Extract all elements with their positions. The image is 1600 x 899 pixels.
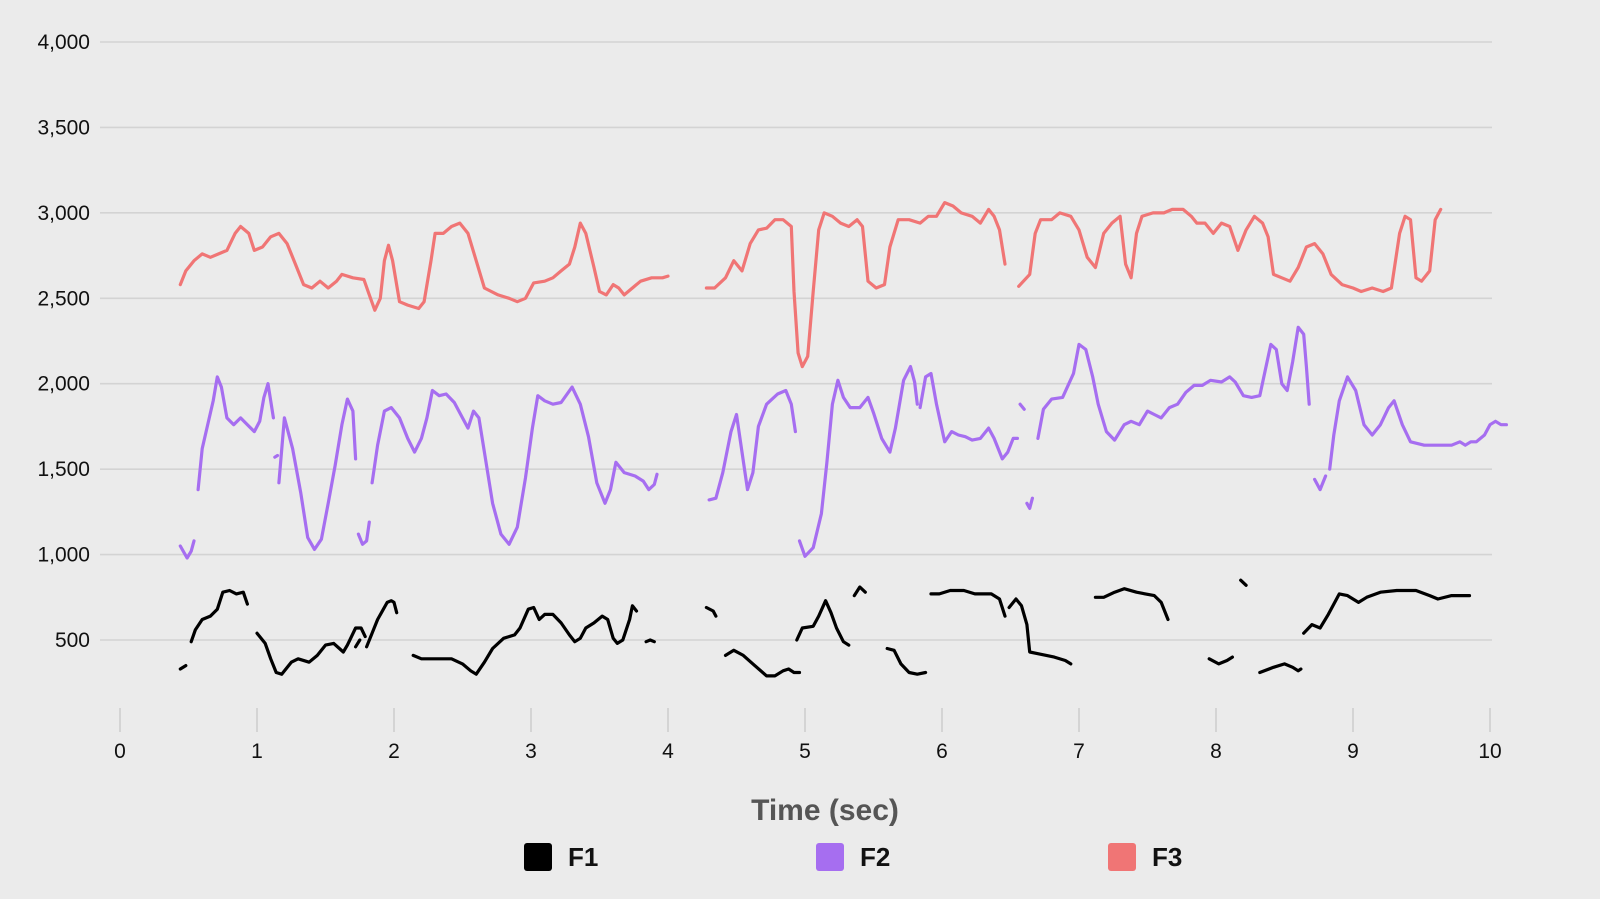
x-tick-label: 10: [1478, 740, 1501, 763]
series-line-f2: [1025, 496, 1035, 510]
series-line-f1: [178, 663, 188, 671]
plot-area: [178, 201, 1509, 678]
series-line-f2: [356, 520, 371, 546]
series-line-f2: [178, 539, 196, 560]
x-tick-label: 7: [1073, 740, 1085, 763]
series-line-f2: [1328, 375, 1509, 471]
y-tick-label: 1,500: [37, 458, 90, 481]
legend[interactable]: F1 F2 F3: [524, 842, 1182, 872]
series-line-f2: [370, 385, 659, 546]
x-tick-label: 9: [1347, 740, 1359, 763]
series-line-f1: [1302, 588, 1472, 635]
y-tick-label: 2,000: [37, 373, 90, 396]
y-tick-label: 4,000: [37, 31, 90, 54]
x-tick-label: 1: [251, 740, 263, 763]
series-f3: [178, 201, 1443, 369]
series-line-f1: [1207, 655, 1235, 666]
x-tick-label: 5: [799, 740, 811, 763]
series-f2: [178, 325, 1509, 560]
x-tick-label: 0: [114, 740, 126, 763]
x-tick-label: 3: [525, 740, 537, 763]
legend-item-f3[interactable]: F3: [1108, 842, 1182, 872]
legend-swatch: [1108, 843, 1136, 871]
series-line-f3: [1017, 207, 1443, 294]
x-axis-title: Time (sec): [751, 794, 899, 827]
legend-item-f1[interactable]: F1: [524, 842, 598, 872]
series-line-f1: [644, 638, 656, 644]
x-tick-label: 8: [1210, 740, 1222, 763]
series-line-f1: [365, 599, 399, 649]
y-tick-label: 3,000: [37, 202, 90, 225]
series-line-f1: [1007, 597, 1073, 666]
series-line-f1: [795, 599, 851, 647]
legend-label: F3: [1152, 842, 1182, 872]
series-line-f2: [797, 365, 919, 558]
y-tick-label: 2,500: [37, 287, 90, 310]
series-line-f2: [1018, 402, 1026, 411]
series-line-f2: [707, 388, 798, 502]
series-line-f3: [704, 201, 1007, 369]
series-line-f1: [929, 588, 1007, 618]
series-line-f3: [178, 221, 670, 312]
x-axis: 0 1 2 3 4 5 6 7 8 9 10: [114, 708, 1502, 763]
x-tick-label: 4: [662, 740, 674, 763]
legend-label: F1: [568, 842, 598, 872]
y-tick-label: 3,500: [37, 116, 90, 139]
series-line-f1: [1093, 587, 1170, 622]
series-line-f1: [704, 605, 718, 618]
x-tick-label: 6: [936, 740, 948, 763]
legend-label: F2: [860, 842, 890, 872]
series-line-f2: [1036, 325, 1311, 442]
series-line-f1: [255, 626, 367, 676]
series-line-f1: [723, 648, 802, 678]
y-tick-label: 1,000: [37, 544, 90, 567]
series-line-f2: [1312, 474, 1328, 492]
y-tick-label: 500: [55, 629, 90, 652]
series-line-f2: [277, 397, 358, 552]
series-line-f2: [918, 371, 1020, 461]
series-f1: [178, 578, 1472, 678]
legend-swatch: [816, 843, 844, 871]
series-line-f1: [411, 604, 639, 676]
series-line-f1: [1239, 578, 1248, 587]
legend-swatch: [524, 843, 552, 871]
x-tick-label: 2: [388, 740, 400, 763]
series-line-f2: [273, 453, 280, 459]
series-line-f1: [885, 646, 928, 676]
y-axis: 500 1,000 1,500 2,000 2,500 3,000 3,500 4,000: [37, 31, 90, 652]
legend-item-f2[interactable]: F2: [816, 842, 890, 872]
series-line-f1: [189, 588, 249, 644]
series-line-f2: [196, 375, 275, 492]
series-line-f1: [1258, 662, 1303, 675]
series-line-f1: [354, 638, 362, 649]
series-line-f1: [852, 585, 867, 598]
